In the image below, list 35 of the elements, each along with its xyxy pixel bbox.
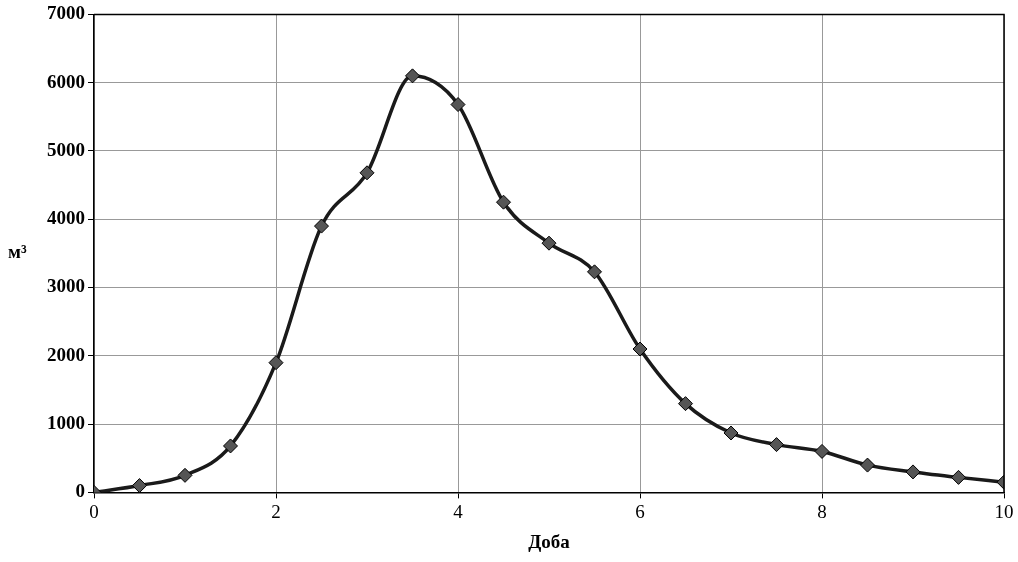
y-tick-label: 3000 [47, 275, 85, 297]
point [359, 165, 375, 181]
point [951, 469, 966, 485]
point [678, 396, 693, 412]
point [314, 218, 329, 234]
y-tick-label: 4000 [47, 207, 85, 229]
point [132, 478, 147, 493]
x-tick-label: 10 [994, 500, 1014, 522]
x-tick-label: 0 [89, 500, 99, 522]
x-axis-title: Доба [528, 530, 571, 552]
x-tick-label: 2 [271, 500, 281, 522]
y-tick-label: 6000 [47, 70, 85, 92]
point [541, 235, 557, 251]
point [405, 68, 420, 84]
point [632, 341, 648, 357]
x-tick-label: 6 [635, 500, 645, 522]
y-axis-title: м³ [8, 241, 27, 263]
point [723, 425, 739, 441]
x-tick-label: 8 [817, 500, 827, 522]
x-tick-label: 4 [453, 500, 464, 522]
point [450, 97, 466, 113]
y-tick-label: 1000 [47, 412, 85, 434]
y-tick-label: 7000 [47, 2, 85, 24]
point [587, 264, 602, 280]
point [268, 355, 284, 371]
point [860, 457, 875, 473]
point [223, 438, 238, 454]
point [769, 437, 784, 453]
y-tick-label: 0 [75, 480, 85, 502]
point [905, 464, 921, 480]
point [177, 467, 193, 483]
point [496, 194, 511, 210]
point [814, 443, 830, 459]
y-tick-label: 2000 [47, 343, 85, 365]
y-tick-label: 5000 [47, 138, 85, 160]
